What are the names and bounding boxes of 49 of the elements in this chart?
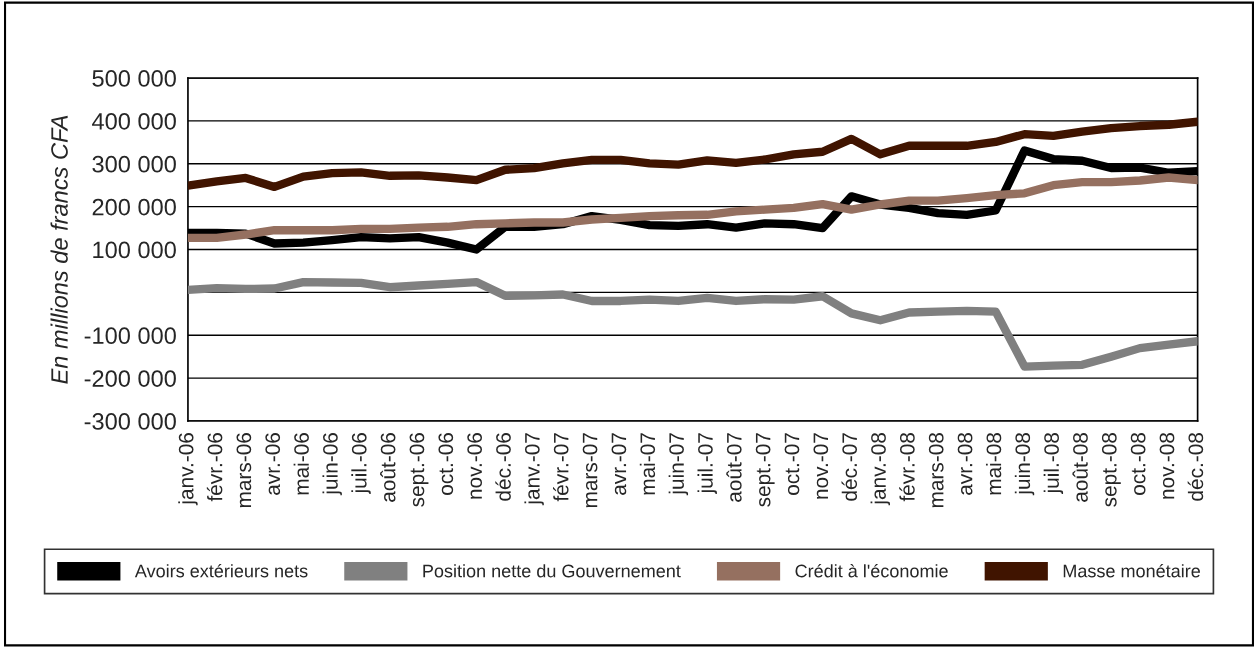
x-tick-label: oct.-07: [784, 433, 800, 495]
y-tick-label: -300 000: [84, 413, 176, 430]
x-tick-label: févr.-06: [206, 433, 223, 502]
x-tick-label: mai-06: [293, 433, 309, 495]
x-tick-label: juil.-08: [1043, 433, 1064, 494]
x-tick-label: août-08: [1072, 433, 1088, 502]
x-tick-label: sept.-07: [755, 433, 775, 507]
x-tick-label: mars-07: [582, 433, 598, 508]
legend-label: Position nette du Gouvernement: [423, 564, 681, 578]
x-tick-label: juil.-06: [351, 433, 371, 494]
x-tick-label: févr.-07: [553, 433, 569, 502]
x-tick-label: nov.-08: [1159, 433, 1175, 499]
y-tick-label: -200 000: [84, 370, 176, 387]
x-tick-label: déc.-07: [841, 433, 858, 501]
x-tick-label: sept.-08: [1101, 433, 1121, 507]
x-tick-label: avr.-07: [611, 433, 627, 495]
x-tick-label: mars-08: [928, 433, 944, 508]
x-tick-label: nov.-07: [813, 433, 829, 499]
x-tick-label: août-06: [380, 433, 396, 502]
x-tick-label: avr.-06: [265, 433, 281, 495]
x-tick-label: mai-07: [639, 433, 656, 495]
legend-label: Masse monétaire: [1063, 563, 1200, 578]
x-tick-label: juin-07: [668, 433, 689, 496]
legend-label: Crédit à l'économie: [795, 563, 948, 578]
x-tick-label: déc.-08: [1187, 433, 1204, 501]
x-tick-label: nov.-06: [467, 433, 483, 499]
y-tick-label: -100 000: [84, 327, 176, 345]
x-tick-label: févr.-08: [899, 433, 915, 502]
x-tick-label: janv.-06: [178, 433, 198, 506]
x-tick-label: janv.-07: [524, 433, 544, 506]
x-tick-label: juin-08: [1014, 433, 1035, 496]
y-axis-title: En millions de francs CFA: [50, 115, 68, 384]
x-tick-label: mai-08: [985, 433, 1002, 495]
x-tick-label: oct.-06: [438, 433, 454, 495]
x-tick-label: déc.-06: [495, 433, 511, 501]
x-tick-label: avr.-08: [957, 433, 973, 495]
x-tick-label: juin-06: [322, 433, 342, 496]
x-tick-label: janv.-08: [870, 433, 890, 506]
y-tick-label: 500 000: [92, 70, 176, 87]
legend-label: Avoirs extérieurs nets: [134, 563, 308, 578]
x-tick-label: août-07: [726, 433, 742, 502]
x-tick-label: sept.-06: [409, 433, 429, 507]
y-tick-label: 100 000: [93, 241, 176, 259]
x-tick-label: oct.-08: [1130, 433, 1146, 495]
y-tick-label: 300 000: [92, 155, 176, 173]
y-tick-label: 400 000: [92, 112, 176, 130]
x-tick-label: juil.-07: [697, 433, 717, 494]
y-tick-label: 200 000: [92, 198, 176, 216]
x-tick-label: mars-06: [236, 433, 252, 508]
